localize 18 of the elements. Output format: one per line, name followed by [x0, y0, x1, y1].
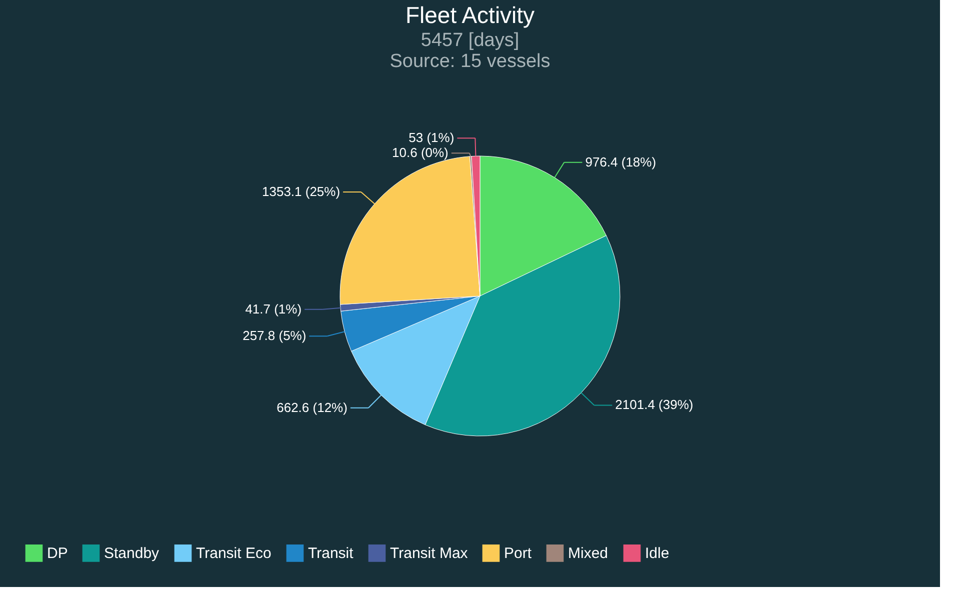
legend-label: Idle — [645, 545, 670, 562]
legend-label: Transit Max — [390, 545, 468, 562]
data-label: 662.6 (12%) — [276, 400, 348, 415]
legend-label: Transit — [308, 545, 354, 562]
data-label: 2101.4 (39%) — [615, 397, 694, 412]
data-label: 1353.1 (25%) — [262, 184, 340, 199]
legend-label: Transit Eco — [196, 545, 272, 562]
data-label: 257.8 (5%) — [242, 328, 306, 344]
chart-subtitle: 5457 [days] Source: 15 vessels — [390, 30, 550, 72]
legend-label: Standby — [104, 545, 160, 562]
legend-label: DP — [47, 545, 68, 562]
legend-label: Port — [504, 545, 532, 562]
data-label: 53 (1%) — [408, 130, 454, 146]
legend-label: Mixed — [568, 545, 608, 562]
data-label: 10.6 (0%) — [392, 145, 448, 160]
data-label: 41.7 (1%) — [245, 301, 302, 316]
data-label: 976.4 (18%) — [585, 154, 656, 170]
chart-title: Fleet Activity — [405, 2, 536, 28]
